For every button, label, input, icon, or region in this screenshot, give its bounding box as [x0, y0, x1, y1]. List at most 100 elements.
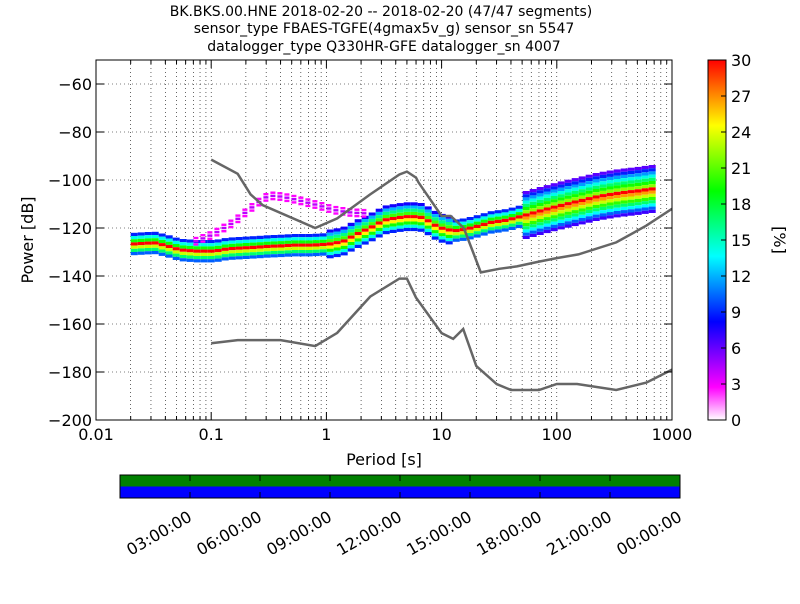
psd-cell	[242, 239, 250, 243]
psd-cell	[564, 221, 572, 225]
psd-cell	[536, 199, 544, 203]
psd-cell	[480, 216, 488, 220]
psd-cell	[571, 216, 579, 220]
y-tick-label: −80	[58, 123, 92, 142]
psd-cell	[207, 246, 215, 250]
time-tick-label: 06:00:00	[193, 507, 265, 559]
colorbar-tick-label: 21	[731, 159, 751, 178]
psd-cell	[543, 204, 551, 208]
psd-cell	[550, 192, 558, 196]
psd-cell	[529, 189, 537, 193]
psd-cell	[396, 222, 404, 226]
psd-cell	[333, 234, 341, 238]
psd-cell	[151, 241, 159, 245]
y-tick-label: −200	[48, 411, 92, 430]
psd-cell	[172, 250, 180, 254]
psd-cell	[473, 231, 481, 235]
psd-cell	[648, 174, 656, 178]
psd-cell	[599, 200, 607, 204]
psd-cell	[228, 247, 236, 251]
psd-cell	[382, 215, 390, 219]
psd-cell	[522, 223, 530, 227]
time-tick-label: 18:00:00	[473, 507, 545, 559]
psd-cell	[627, 206, 635, 210]
psd-cell	[529, 211, 537, 215]
psd-cell	[536, 222, 544, 226]
psd-cell-branch	[347, 211, 353, 214]
psd-cell	[634, 176, 642, 180]
psd-cell	[172, 247, 180, 251]
psd-cell	[557, 216, 565, 220]
psd-cell	[333, 231, 341, 235]
psd-cell	[543, 210, 551, 214]
psd-cell	[578, 176, 586, 180]
psd-cell	[326, 229, 334, 233]
psd-cell	[466, 223, 474, 227]
psd-cell	[354, 225, 362, 229]
chart-title-line-1: BK.BKS.00.HNE 2018-02-20 -- 2018-02-20 (…	[170, 4, 593, 20]
psd-cell	[641, 207, 649, 211]
psd-cell	[627, 212, 635, 216]
psd-cell	[193, 256, 201, 260]
psd-cell	[557, 219, 565, 223]
psd-cell	[347, 226, 355, 230]
psd-cell	[613, 172, 621, 176]
psd-cell	[606, 189, 614, 193]
psd-cell	[291, 253, 299, 257]
psd-cell	[144, 238, 152, 242]
psd-cell	[361, 235, 369, 239]
psd-cell-branch	[214, 227, 220, 231]
psd-cell	[585, 174, 593, 178]
psd-cell	[578, 192, 586, 196]
psd-cell	[564, 189, 572, 193]
psd-cell	[550, 208, 558, 212]
psd-cell	[242, 255, 250, 259]
psd-cell-branch	[354, 211, 360, 215]
psd-cell	[312, 236, 320, 241]
psd-cell	[263, 248, 271, 252]
psd-cell	[305, 250, 313, 254]
psd-cell	[424, 232, 432, 236]
psd-cell	[375, 221, 383, 225]
psd-cell	[522, 207, 530, 211]
psd-cell	[158, 236, 166, 240]
psd-cell	[207, 240, 215, 244]
x-axis-ticks: 0.01 0.1 1 10 100 1000	[78, 60, 692, 444]
psd-cell	[501, 209, 509, 213]
psd-cell	[536, 203, 544, 207]
psd-cell	[592, 192, 600, 196]
y-axis-ticks: −200 −180 −160 −140 −120 −100 −80 −60	[48, 75, 672, 430]
psd-cell	[312, 233, 320, 237]
psd-cell	[389, 207, 397, 211]
psd-cell	[396, 212, 404, 216]
psd-cell	[417, 206, 425, 210]
psd-cell	[557, 181, 565, 185]
psd-cell	[550, 215, 558, 219]
psd-cell	[417, 219, 425, 223]
colorbar-tick-label: 30	[731, 51, 751, 70]
psd-cell	[578, 195, 586, 199]
psd-cell	[606, 196, 614, 200]
psd-cell	[571, 213, 579, 217]
psd-cell	[277, 234, 285, 238]
psd-cell	[543, 220, 551, 224]
y-axis-label: Power [dB]	[18, 196, 37, 283]
psd-cell	[326, 235, 334, 240]
psd-cell	[459, 218, 467, 222]
psd-cell	[221, 254, 229, 258]
psd-cell	[319, 239, 327, 243]
psd-cell	[522, 197, 530, 201]
psd-cell	[515, 208, 523, 213]
psd-cell	[431, 230, 439, 234]
psd-cell	[536, 231, 544, 235]
psd-cell	[424, 222, 432, 226]
psd-cell	[613, 207, 621, 211]
psd-cell	[641, 210, 649, 214]
psd-cell	[648, 190, 656, 194]
psd-cell-branch	[326, 207, 332, 210]
psd-cell-branch	[333, 212, 339, 215]
psd-cell	[599, 171, 607, 175]
psd-cell	[200, 243, 208, 247]
psd-cell	[508, 226, 516, 230]
psd-cell	[508, 214, 516, 218]
